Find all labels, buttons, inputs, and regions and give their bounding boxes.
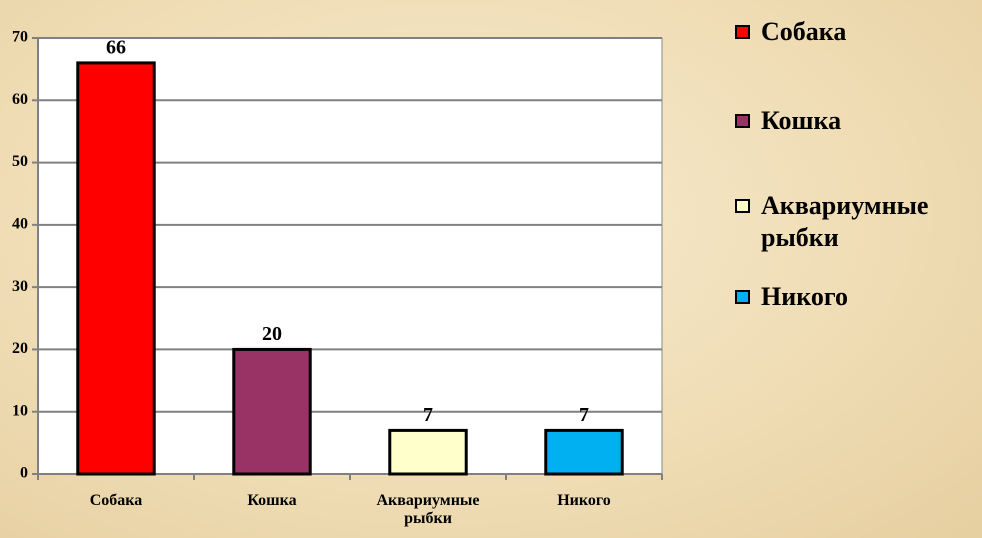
legend-label: Никого — [761, 282, 849, 311]
legend-item: Аквариумные рыбки — [735, 190, 975, 254]
y-tick-label: 70 — [12, 29, 28, 46]
y-tick-label: 10 — [12, 402, 28, 419]
data-label: 20 — [262, 323, 282, 345]
y-tick-label: 0 — [20, 465, 28, 482]
legend-swatch — [735, 25, 750, 39]
legend-swatch — [735, 199, 750, 213]
legend-label: Аквариумные рыбки — [761, 191, 929, 252]
legend-item: Никого — [735, 281, 975, 313]
legend-label: Кошка — [761, 106, 842, 135]
y-tick-label: 30 — [12, 278, 28, 295]
bar — [544, 428, 624, 476]
data-label: 7 — [579, 404, 589, 426]
legend-label: Собака — [761, 17, 847, 46]
legend-item: Кошка — [735, 105, 975, 137]
bar — [232, 347, 312, 476]
x-tick-label: Кошка — [247, 492, 297, 509]
bar — [388, 428, 468, 476]
data-label: 66 — [106, 37, 126, 59]
y-tick-label: 40 — [12, 216, 28, 233]
y-tick-label: 50 — [12, 153, 28, 170]
x-tick-label: Никого — [557, 492, 611, 509]
legend-item: Собака — [735, 16, 975, 48]
data-label: 7 — [423, 404, 433, 426]
y-tick-label: 60 — [12, 91, 28, 108]
y-tick-label: 20 — [12, 340, 28, 357]
legend-swatch — [735, 290, 750, 304]
legend-swatch — [735, 114, 750, 128]
x-tick-label: Собака — [89, 492, 143, 509]
bar — [76, 61, 156, 476]
x-tick-label: Аквариумные рыбки — [376, 492, 480, 527]
